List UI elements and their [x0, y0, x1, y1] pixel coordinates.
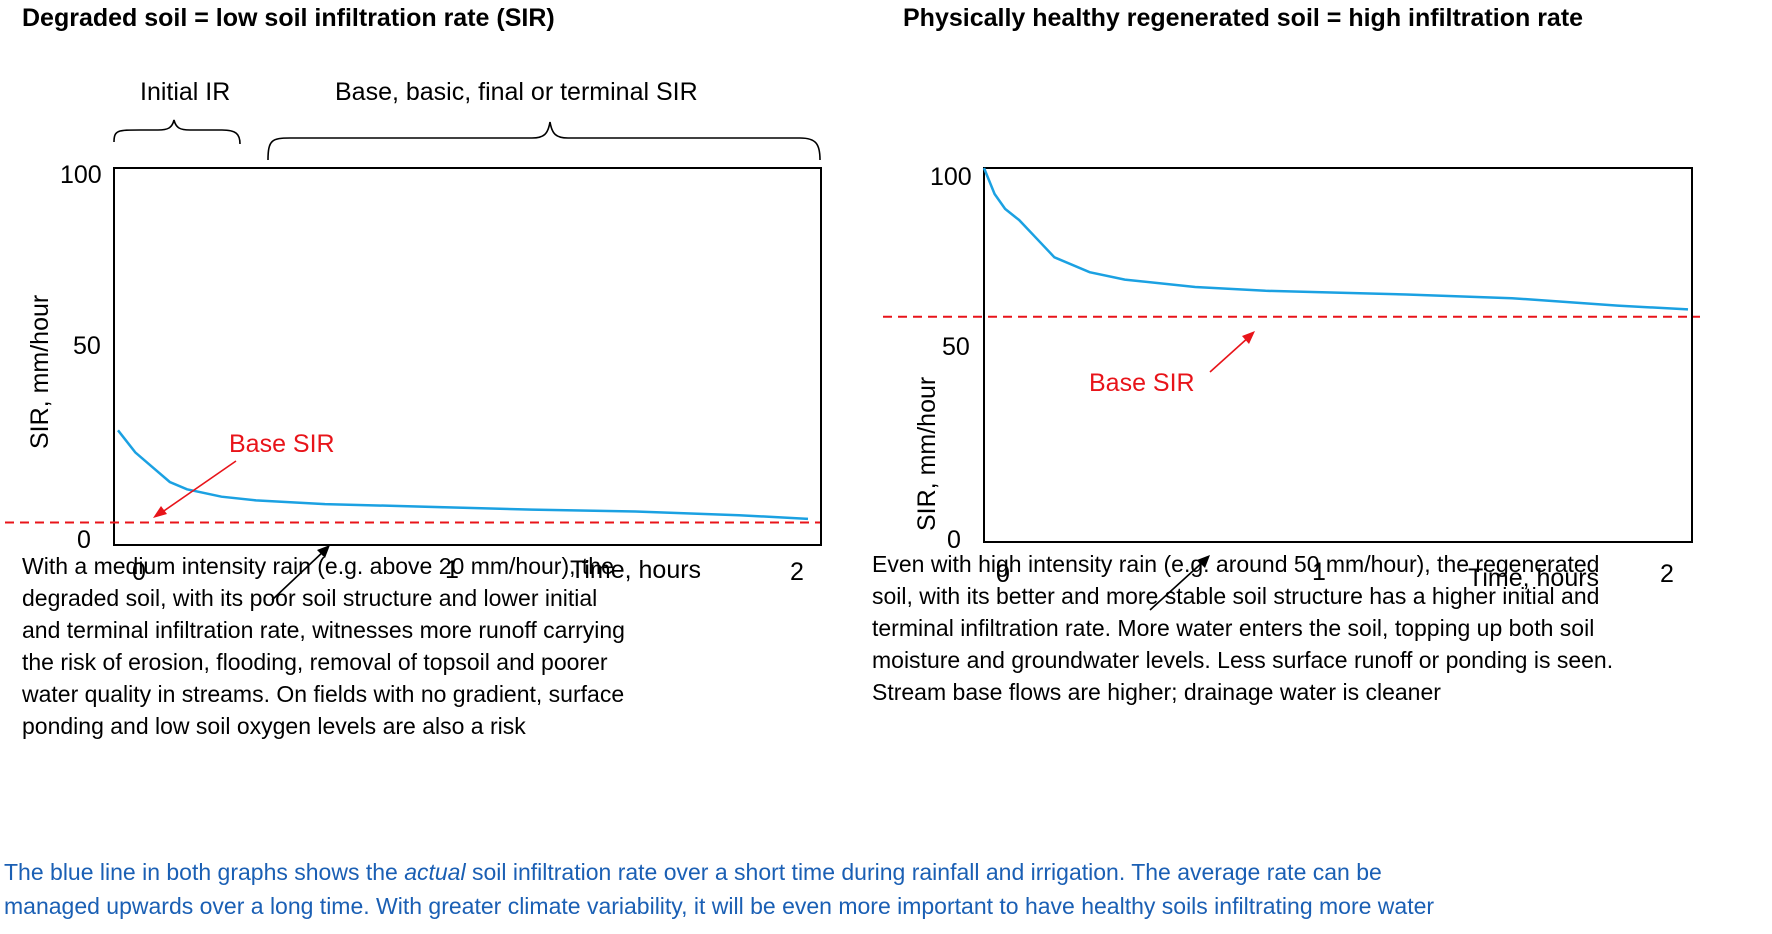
right-plot-frame: [983, 167, 1693, 543]
left-actual-sir-curve: [117, 429, 809, 521]
left-plot-frame: [113, 167, 822, 546]
right-ytick-0: 0: [947, 526, 961, 554]
left-xtick-2: 2: [790, 558, 804, 586]
footnote-line-1: The blue line in both graphs shows the a…: [4, 855, 1434, 889]
left-xtick-0: 0: [132, 558, 146, 586]
right-xtick-1: 1: [1312, 558, 1326, 586]
right-chart-title: Physically healthy regenerated soil = hi…: [903, 4, 1584, 32]
right-annotation-line: Even with high intensity rain (e.g. arou…: [872, 551, 1600, 577]
right-annotation-line: Stream base flows are higher; drainage w…: [872, 679, 1441, 705]
left-ytick-50: 50: [73, 332, 101, 360]
footnote-line-2: managed upwards over a long time. With g…: [4, 893, 1435, 919]
left-terminal-sir-label: Base, basic, final or terminal SIR: [335, 78, 698, 106]
right-ytick-100: 100: [930, 163, 972, 191]
footnote-text: soil infiltration rate over a short time…: [465, 859, 1382, 885]
right-annotation-arrowhead: [1197, 555, 1210, 568]
right-actual-sir-curve: [982, 167, 1689, 311]
right-xtick-0: 0: [996, 560, 1010, 588]
left-terminal-sir-brace: [267, 121, 821, 161]
left-chart: Initial IR Base, basic, final or termina…: [5, 78, 822, 601]
left-initial-ir-label: Initial IR: [140, 78, 230, 106]
left-ytick-0: 0: [77, 526, 91, 554]
footnote: The blue line in both graphs shows the a…: [4, 855, 1434, 923]
left-annotation-line: With a medium intensity rain (e.g. above…: [22, 553, 614, 579]
footnote-emphasis: actual: [404, 859, 466, 885]
footnote-text: The blue line in both graphs shows the: [4, 859, 405, 885]
left-annotation-line: water quality in streams. On fields with…: [22, 681, 625, 707]
right-xtick-2: 2: [1660, 560, 1674, 588]
left-annotation-line: degraded soil, with its poor soil struct…: [22, 585, 598, 611]
right-ytick-50: 50: [942, 333, 970, 361]
right-annotation-arrow: [1149, 559, 1206, 611]
left-base-sir-arrow: [157, 460, 237, 516]
left-xtick-1: 1: [445, 556, 459, 584]
left-base-sir-arrowhead: [153, 506, 167, 518]
left-base-sir-label: Base SIR: [229, 430, 335, 458]
left-ytick-100: 100: [60, 161, 102, 189]
left-annotation-line: the risk of erosion, flooding, removal o…: [22, 649, 608, 675]
right-base-sir-arrowhead: [1242, 331, 1255, 344]
left-annotation-arrowhead: [317, 545, 330, 558]
left-annotation-text: With a medium intensity rain (e.g. above…: [22, 550, 625, 742]
left-annotation-line: and terminal infiltration rate, witnesse…: [22, 617, 625, 643]
right-annotation-line: soil, with its better and more stable so…: [872, 583, 1600, 609]
left-initial-ir-brace: [113, 119, 241, 145]
right-annotation-line: moisture and groundwater levels. Less su…: [872, 647, 1614, 673]
left-annotation-arrow: [271, 549, 326, 601]
left-ylabel: SIR, mm/hour: [26, 295, 54, 449]
left-annotation-line: ponding and low soil oxygen levels are a…: [22, 713, 526, 739]
left-chart-title: Degraded soil = low soil infiltration ra…: [22, 4, 555, 32]
right-ylabel: SIR, mm/hour: [913, 377, 941, 531]
right-chart: 100 50 0 SIR, mm/hour 0 1 2 Time, hours …: [883, 163, 1700, 611]
right-annotation-text: Even with high intensity rain (e.g. arou…: [872, 548, 1613, 708]
right-base-sir-label: Base SIR: [1089, 369, 1195, 397]
right-base-sir-arrow: [1209, 335, 1251, 373]
right-xlabel: Time, hours: [1468, 564, 1599, 592]
left-xlabel: Time, hours: [570, 556, 701, 584]
right-annotation-line: terminal infiltration rate. More water e…: [872, 615, 1595, 641]
